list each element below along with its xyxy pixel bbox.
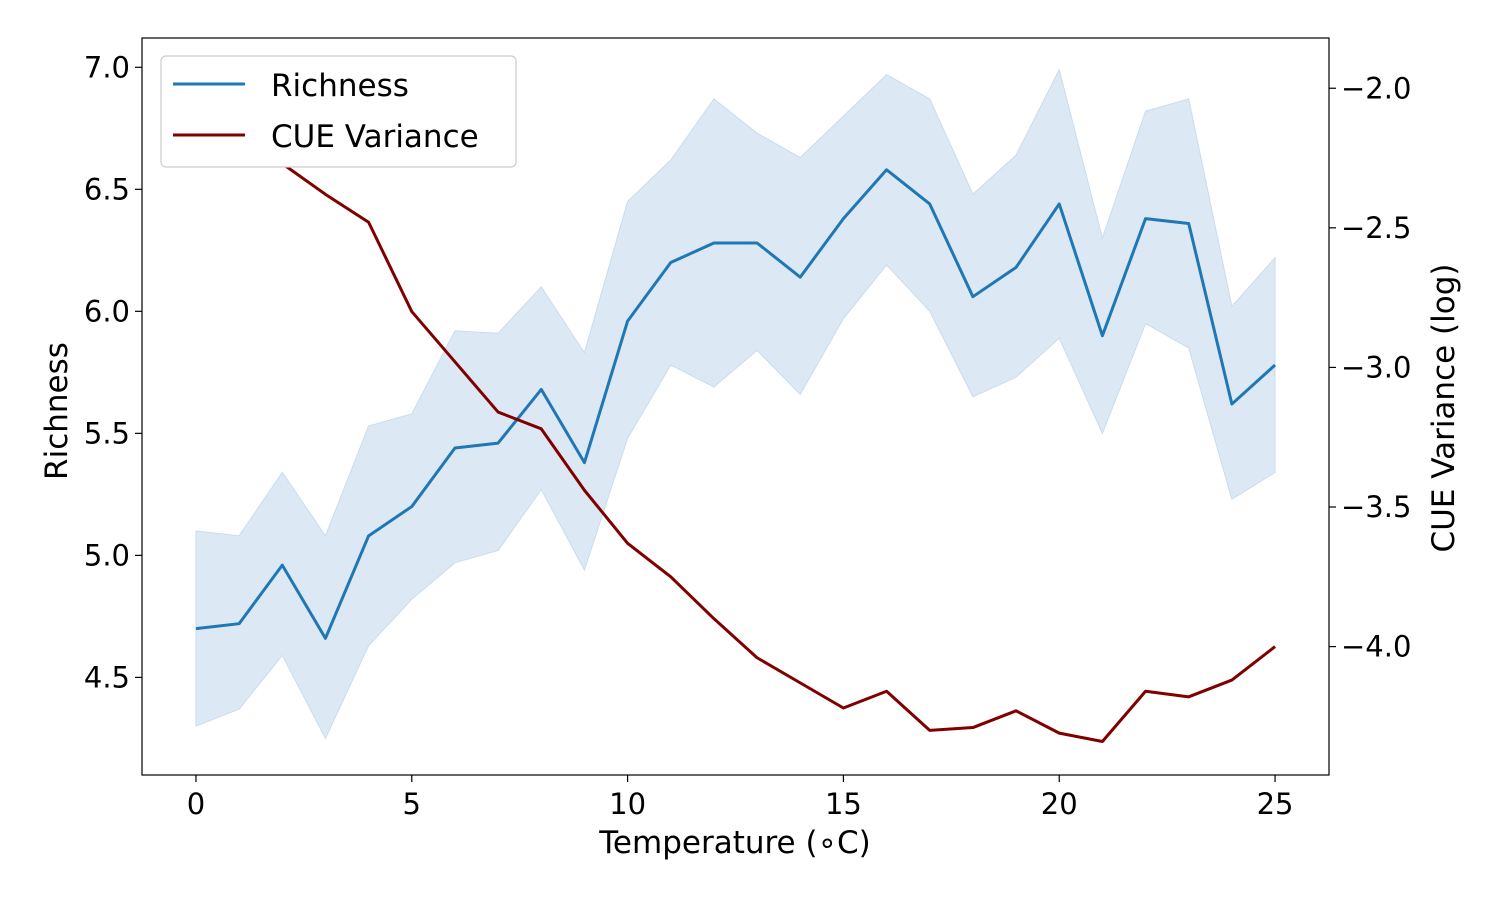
x-tick-label: 10 — [609, 787, 646, 821]
y-left-tick-label: 6.5 — [84, 172, 130, 206]
richness-confidence-band-layer — [195, 68, 1276, 740]
y-axis-right-label: CUE Variance (log) — [1426, 264, 1462, 553]
plot-frame — [141, 37, 1330, 776]
y-left-tick-label: 5.5 — [84, 416, 130, 450]
richness-confidence-band — [195, 68, 1276, 740]
legend: Richness CUE Variance — [160, 55, 517, 168]
y-left-tick-label: 7.0 — [84, 50, 130, 84]
legend-label-richness: Richness — [271, 68, 409, 104]
y-axis-left-label: Richness — [39, 342, 75, 480]
y-right-tick-label: −3.0 — [1341, 350, 1411, 384]
x-tick-label: 15 — [825, 787, 862, 821]
series-line-cue-variance — [194, 70, 1276, 743]
y-right-tick-label: −4.0 — [1341, 630, 1411, 664]
x-tick-label: 0 — [187, 787, 205, 821]
x-axis-label: Temperature (∘C) — [598, 825, 870, 861]
y-right-tick-label: −3.5 — [1341, 490, 1411, 524]
x-tick-label: 20 — [1041, 787, 1078, 821]
series-line-layer — [194, 70, 1277, 743]
y-left-tick-label: 4.5 — [84, 660, 130, 694]
x-tick-label: 5 — [403, 787, 421, 821]
y-left-tick-label: 6.0 — [84, 294, 130, 328]
series-line-richness — [195, 168, 1277, 640]
y-left-tick-label: 5.0 — [84, 538, 130, 572]
y-axis-right: −4.0 −3.5 −3.0 −2.5 −2.0 — [1329, 71, 1411, 664]
legend-box — [160, 55, 517, 168]
y-right-tick-label: −2.5 — [1341, 211, 1411, 245]
y-right-tick-label: −2.0 — [1341, 71, 1411, 105]
x-axis: 0 5 10 15 20 25 — [187, 775, 1294, 821]
y-axis-left: 4.5 5.0 5.5 6.0 6.5 7.0 — [84, 50, 142, 694]
x-tick-label: 25 — [1257, 787, 1294, 821]
legend-label-cue-variance: CUE Variance — [271, 119, 479, 155]
